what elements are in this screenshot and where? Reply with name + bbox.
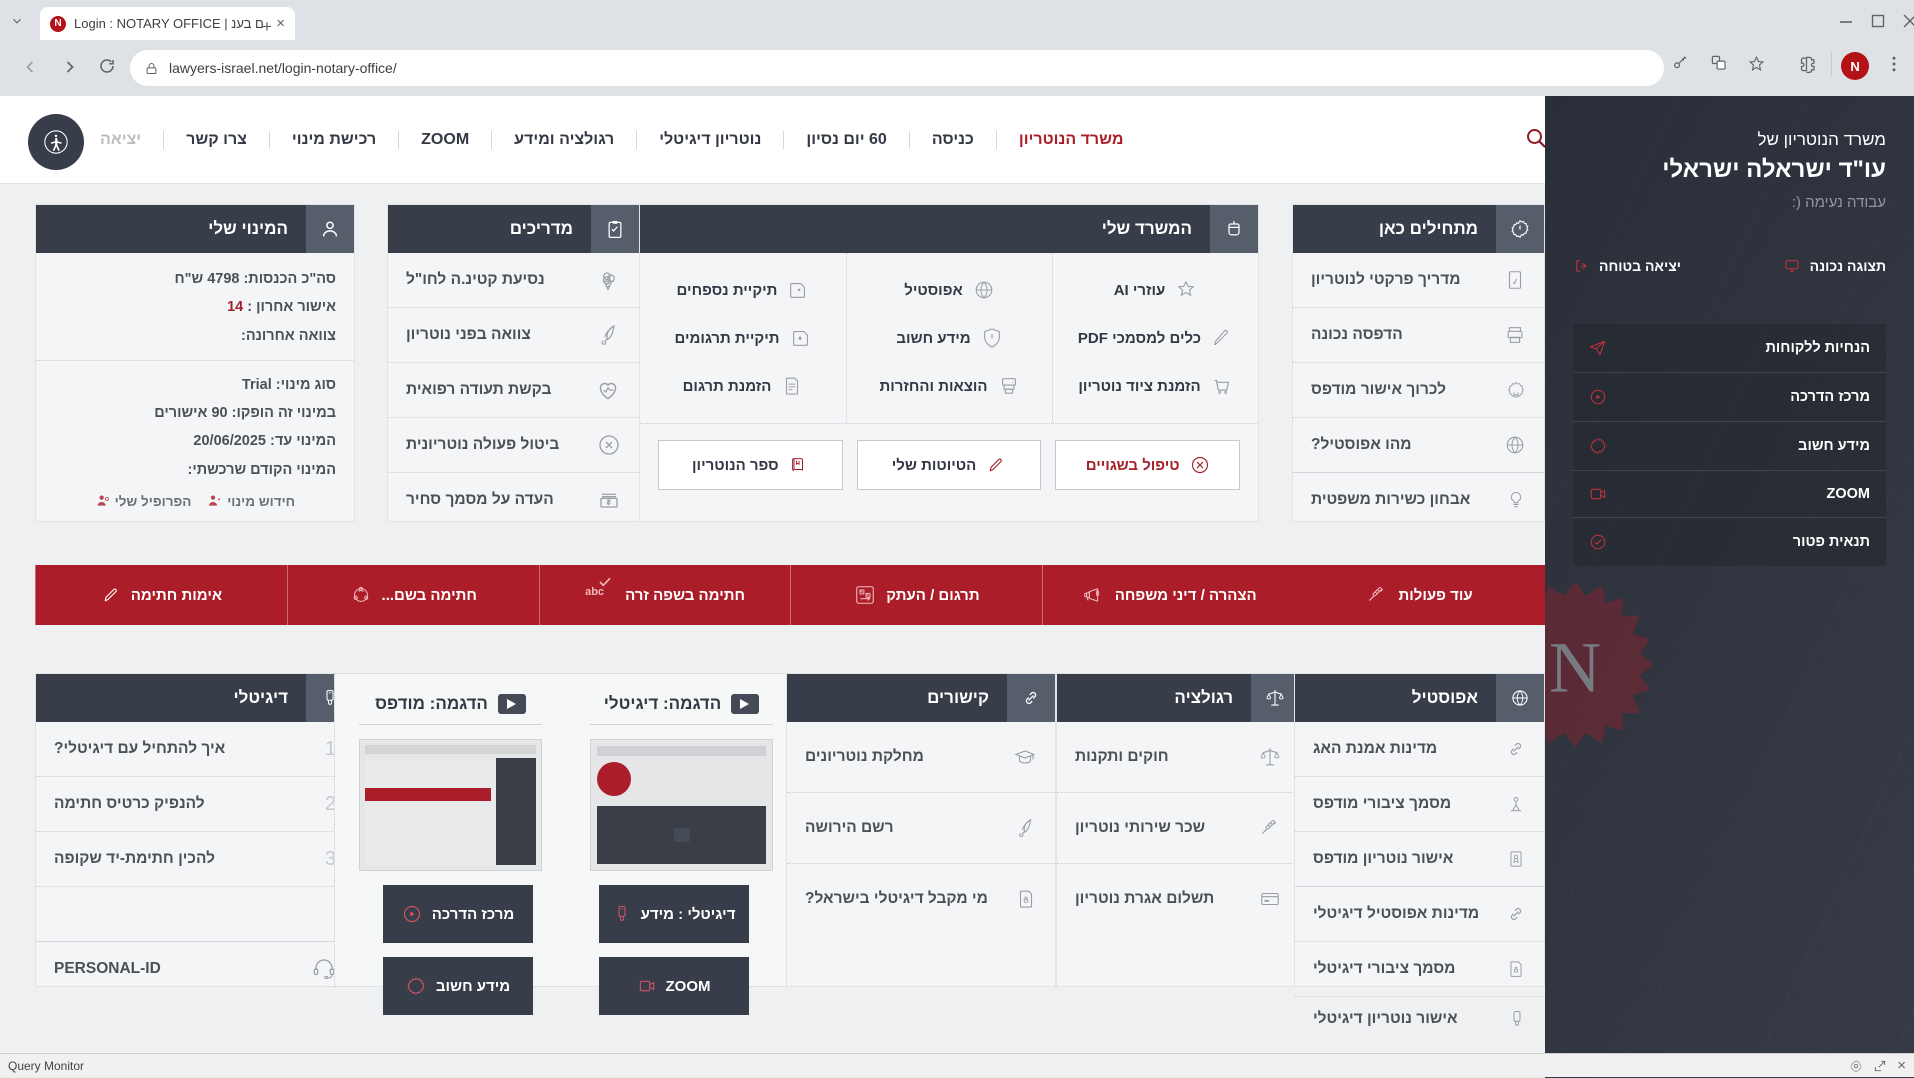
svg-text:N: N <box>1549 627 1601 707</box>
